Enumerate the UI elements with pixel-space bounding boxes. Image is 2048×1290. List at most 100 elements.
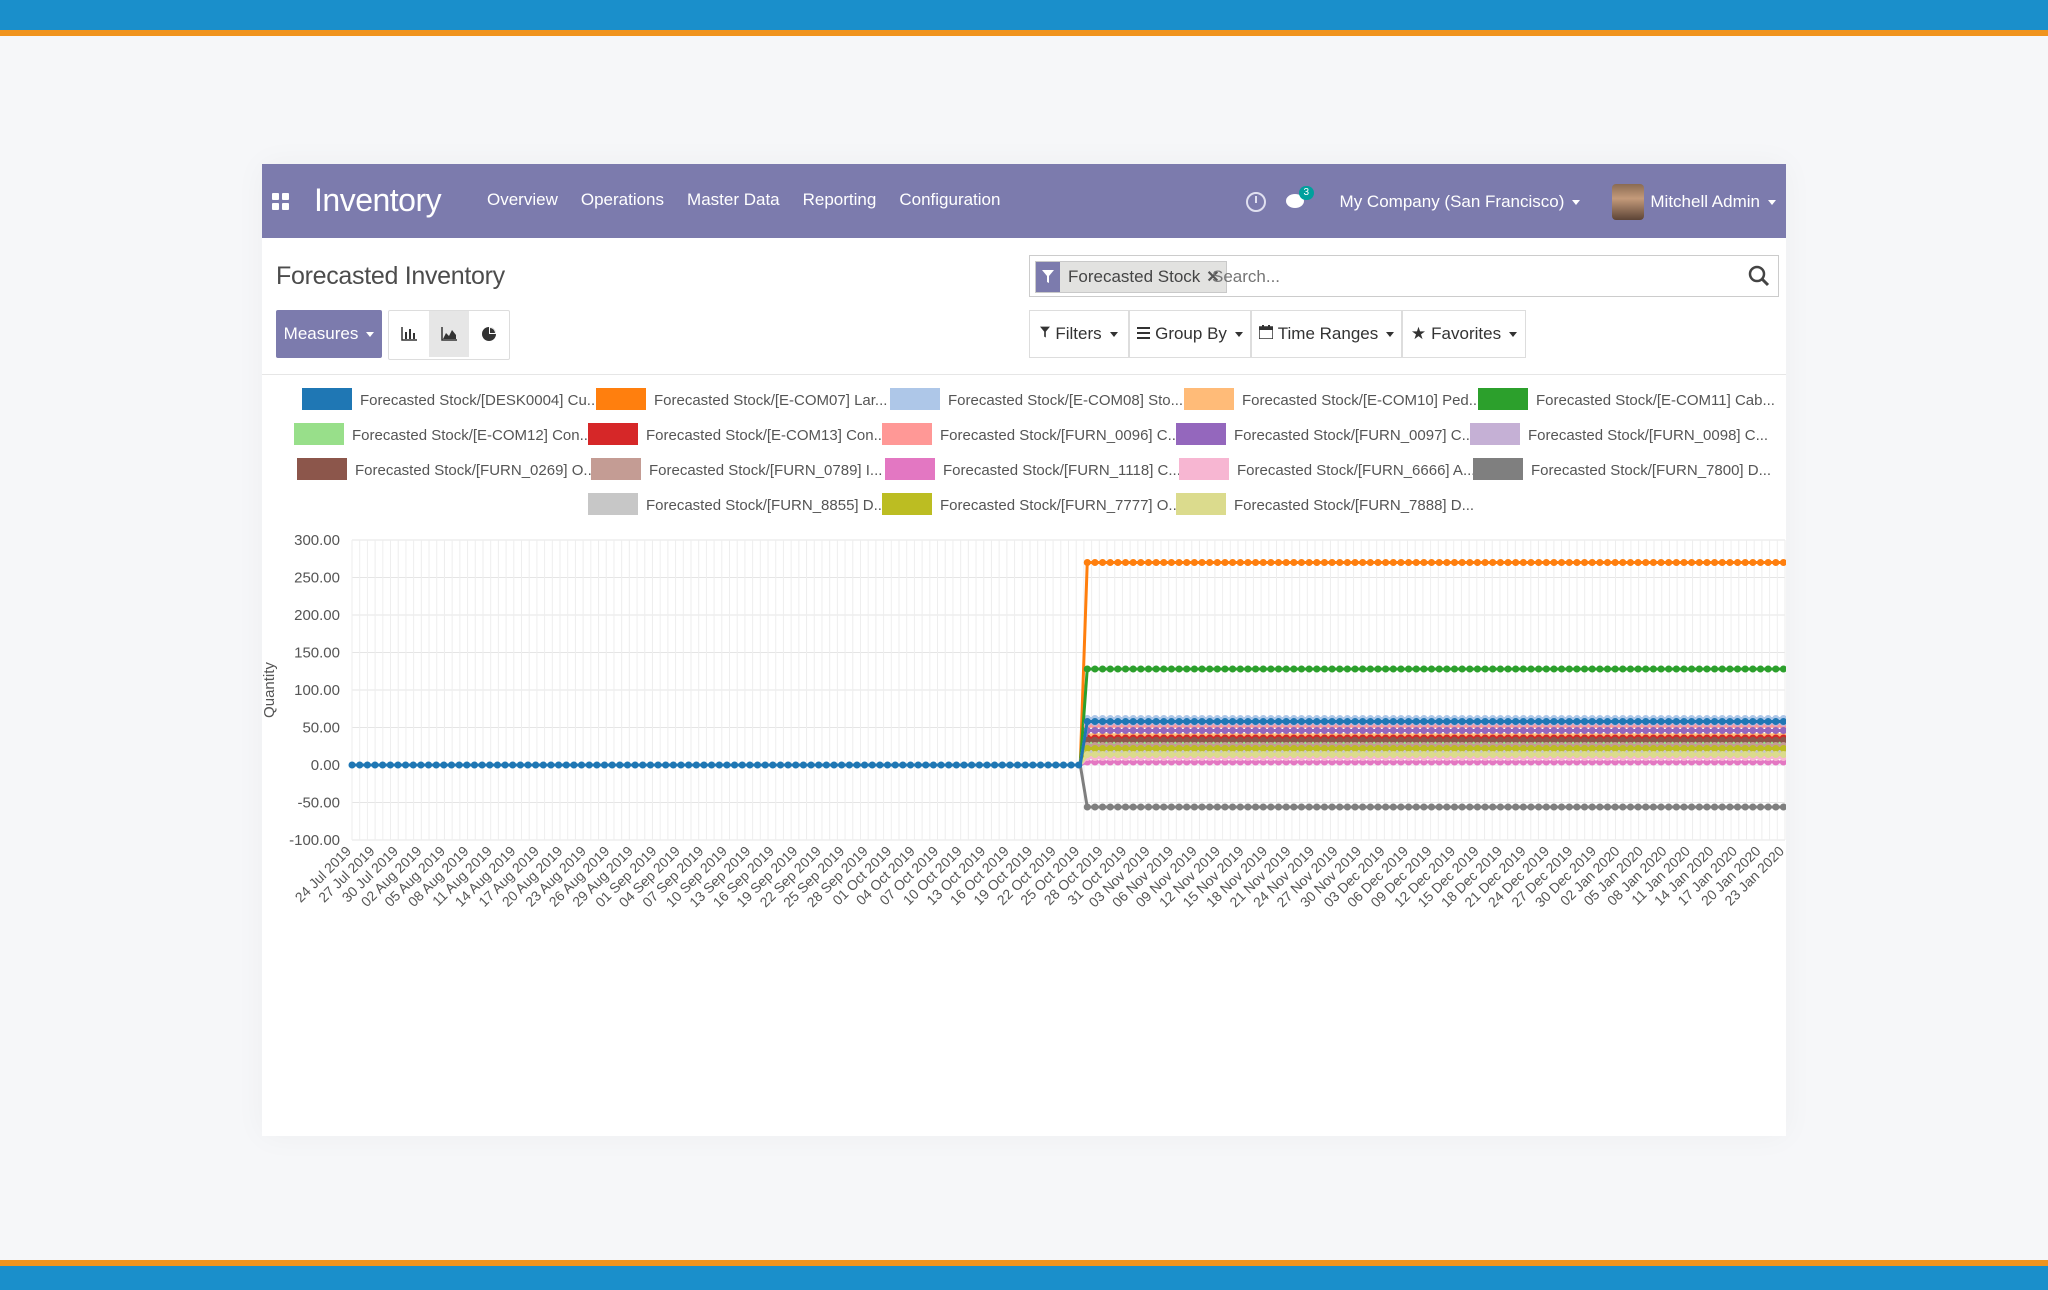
company-name: My Company (San Francisco)	[1339, 192, 1565, 211]
filters-dropdown[interactable]: Filters	[1029, 310, 1129, 358]
legend-label: Forecasted Stock/[E-COM10] Ped...	[1242, 392, 1481, 409]
y-tick-label: 50.00	[302, 720, 340, 737]
top-banner	[0, 0, 2048, 36]
y-tick-label: 200.00	[294, 607, 340, 624]
legend-label: Forecasted Stock/[E-COM13] Con...	[646, 427, 886, 444]
apps-menu-icon[interactable]	[266, 187, 294, 215]
top-menu: Overview Operations Master Data Reportin…	[487, 190, 1000, 210]
app-window: Inventory Overview Operations Master Dat…	[262, 164, 1786, 1136]
menu-overview[interactable]: Overview	[487, 190, 558, 209]
chevron-down-icon	[1109, 331, 1118, 337]
legend-swatch	[297, 458, 347, 480]
measures-button[interactable]: Measures	[276, 310, 382, 358]
y-tick-label: 150.00	[294, 645, 340, 662]
legend-label: Forecasted Stock/[E-COM12] Con...	[352, 427, 592, 444]
time-ranges-label: Time Ranges	[1277, 324, 1379, 343]
menu-reporting[interactable]: Reporting	[802, 190, 877, 209]
messages-count-badge: 3	[1298, 186, 1315, 200]
search-bar: Forecasted Stock ✕	[1029, 255, 1779, 297]
list-bars-icon	[1137, 324, 1151, 344]
legend-swatch	[1176, 493, 1226, 515]
favorites-label: Favorites	[1431, 324, 1502, 343]
pie-chart-icon[interactable]	[469, 311, 509, 357]
legend-swatch	[588, 423, 638, 445]
favorites-dropdown[interactable]: ★ Favorites	[1402, 310, 1526, 358]
control-panel-divider	[262, 374, 1786, 375]
forecast-line-chart: Forecasted Stock/[DESK0004] Cu... Forecas…	[262, 388, 1786, 910]
legend-label: Forecasted Stock/[E-COM07] Lar...	[654, 392, 887, 409]
page-title: Forecasted Inventory	[276, 262, 505, 290]
app-brand[interactable]: Inventory	[314, 182, 442, 218]
legend-swatch	[890, 388, 940, 410]
legend-label: Forecasted Stock/[FURN_6666] A...	[1237, 462, 1475, 479]
legend-swatch	[882, 423, 932, 445]
time-ranges-dropdown[interactable]: Time Ranges	[1251, 310, 1402, 358]
star-icon: ★	[1410, 324, 1427, 343]
filter-funnel-icon	[1040, 324, 1051, 344]
facet-label: Forecasted Stock	[1068, 267, 1201, 286]
legend-swatch	[885, 458, 935, 480]
user-menu[interactable]: Mitchell Admin	[1650, 192, 1776, 212]
calendar-icon	[1258, 324, 1274, 344]
y-tick-label: 100.00	[294, 682, 340, 699]
y-tick-label: 250.00	[294, 570, 340, 587]
filter-funnel-icon	[1036, 262, 1060, 292]
chevron-down-icon	[1768, 200, 1776, 206]
activity-clock-icon[interactable]	[1245, 192, 1266, 212]
legend-label: Forecasted Stock/[FURN_7800] D...	[1531, 462, 1771, 479]
menu-master-data[interactable]: Master Data	[687, 190, 780, 209]
legend-swatch	[596, 388, 646, 410]
y-tick-label: -50.00	[297, 795, 340, 812]
chevron-down-icon	[1572, 200, 1581, 206]
measures-label: Measures	[283, 324, 359, 343]
legend-label: Forecasted Stock/[FURN_0097] C...	[1234, 427, 1474, 444]
filters-label: Filters	[1055, 324, 1102, 343]
user-name: Mitchell Admin	[1650, 192, 1760, 211]
legend-swatch	[302, 388, 352, 410]
legend-label: Forecasted Stock/[FURN_0096] C...	[940, 427, 1180, 444]
legend-label: Forecasted Stock/[FURN_7777] O...	[940, 497, 1181, 514]
chevron-down-icon	[366, 331, 375, 337]
messaging-chat-icon[interactable]: 3	[1285, 186, 1315, 212]
legend-swatch	[588, 493, 638, 515]
legend-label: Forecasted Stock/[FURN_8855] D...	[646, 497, 886, 514]
legend-label: Forecasted Stock/[FURN_0789] I...	[649, 462, 882, 479]
y-tick-label: 300.00	[294, 532, 340, 549]
line-chart-icon[interactable]	[429, 311, 469, 357]
legend-label: Forecasted Stock/[FURN_7888] D...	[1234, 497, 1474, 514]
chart-type-switcher	[388, 310, 510, 360]
search-input[interactable]	[1210, 262, 1734, 292]
navbar-systray: 3 My Company (San Francisco) Mitchell Ad…	[1245, 180, 1776, 224]
search-facet: Forecasted Stock ✕	[1035, 261, 1227, 293]
group-by-label: Group By	[1155, 324, 1227, 343]
legend-swatch	[1478, 388, 1528, 410]
bar-chart-icon[interactable]	[389, 311, 429, 357]
legend-swatch	[591, 458, 641, 480]
legend-label: Forecasted Stock/[FURN_0269] O...	[355, 462, 596, 479]
menu-configuration[interactable]: Configuration	[899, 190, 1001, 209]
legend-label: Forecasted Stock/[FURN_1118] C...	[943, 462, 1181, 479]
legend-label: Forecasted Stock/[FURN_0098] C...	[1528, 427, 1768, 444]
main-navbar: Inventory Overview Operations Master Dat…	[262, 164, 1786, 238]
company-switcher[interactable]: My Company (San Francisco)	[1340, 192, 1581, 212]
search-icon[interactable]	[1748, 265, 1770, 287]
y-tick-label: -100.00	[289, 832, 340, 849]
legend-label: Forecasted Stock/[E-COM11] Cab...	[1536, 392, 1775, 409]
legend-swatch	[1176, 423, 1226, 445]
legend-swatch	[1473, 458, 1523, 480]
chevron-down-icon	[1234, 331, 1243, 337]
user-avatar[interactable]	[1612, 184, 1645, 220]
legend-label: Forecasted Stock/[DESK0004] Cu...	[360, 392, 599, 409]
chevron-down-icon	[1509, 331, 1518, 337]
legend-swatch	[882, 493, 932, 515]
group-by-dropdown[interactable]: Group By	[1129, 310, 1251, 358]
bottom-banner	[0, 1260, 2048, 1290]
chevron-down-icon	[1386, 331, 1395, 337]
y-tick-label: 0.00	[311, 757, 340, 774]
legend-swatch	[294, 423, 344, 445]
legend-swatch	[1179, 458, 1229, 480]
legend-swatch	[1184, 388, 1234, 410]
legend-label: Forecasted Stock/[E-COM08] Sto...	[948, 392, 1183, 409]
legend-swatch	[1470, 423, 1520, 445]
menu-operations[interactable]: Operations	[580, 190, 665, 209]
